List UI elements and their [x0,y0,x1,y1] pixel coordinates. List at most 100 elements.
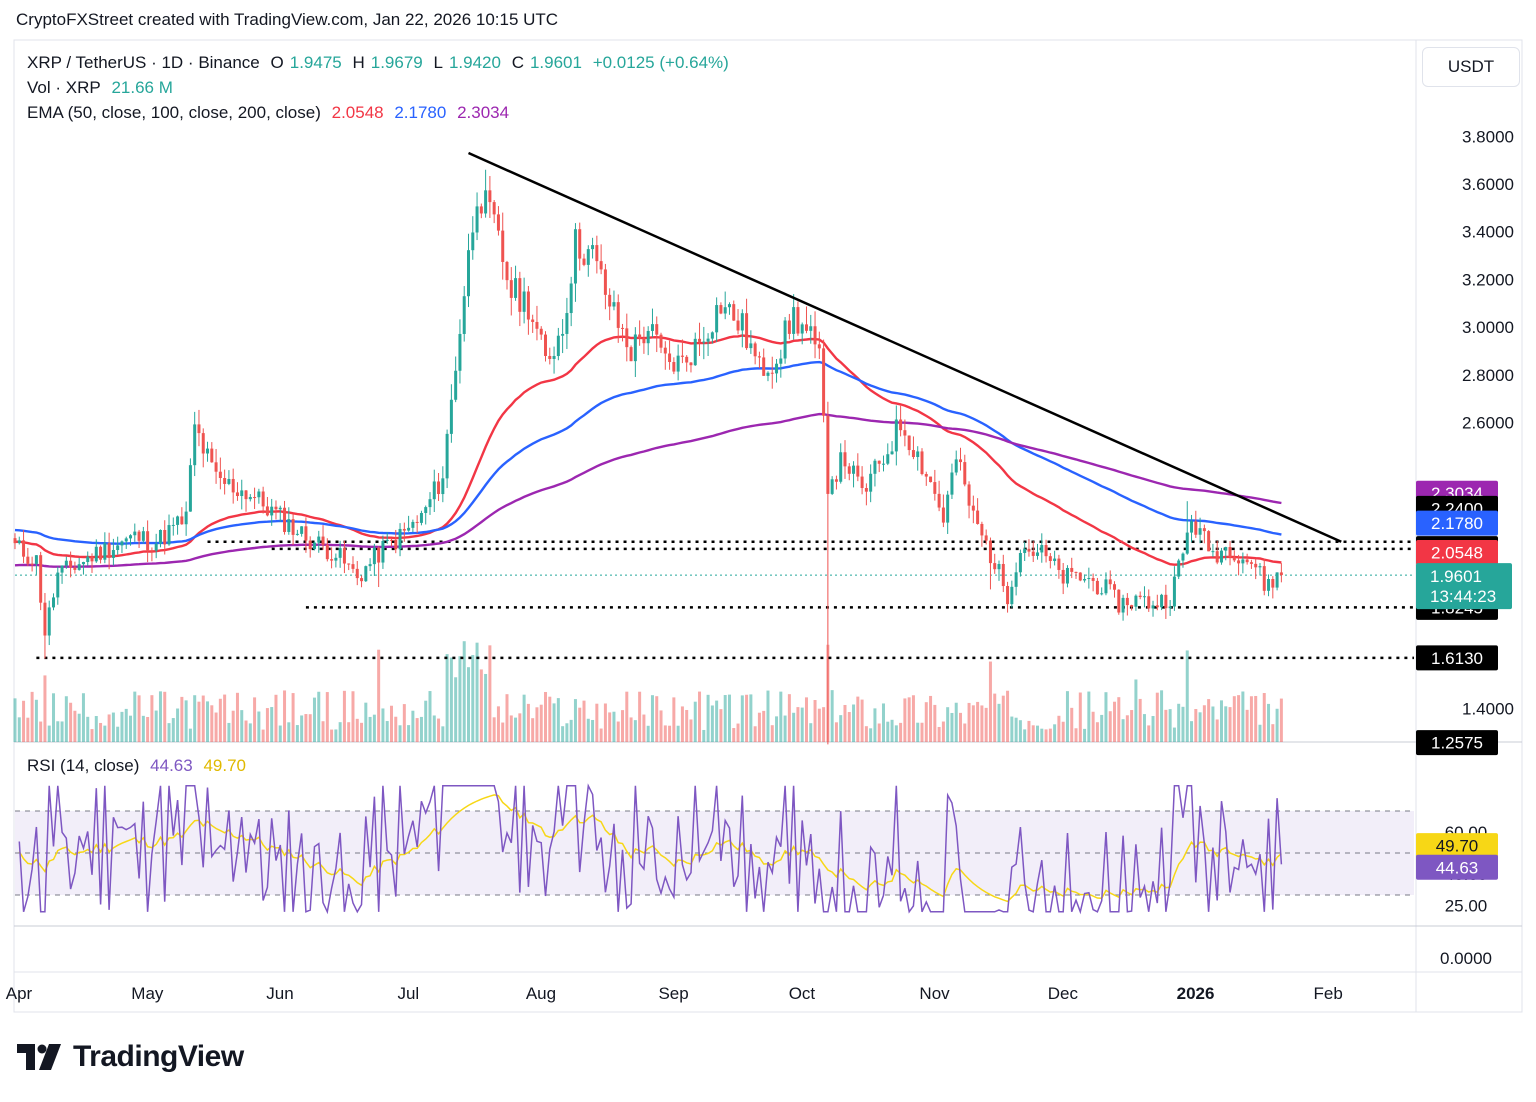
volume-bars [13,641,1283,742]
candle-body [586,249,590,265]
volume-bar [287,722,291,742]
candle-body [911,450,915,458]
candle-body [342,548,346,564]
price-label-box [1416,645,1498,671]
time-tick-label: Jul [397,984,419,1003]
volume-bar [1254,695,1258,742]
candle-body [1010,586,1014,605]
candle-body [424,507,428,513]
candle-body [270,506,274,516]
candle-body [214,462,218,472]
candle-body [775,363,779,374]
volume-bar [689,719,693,742]
ema200-line [14,412,1282,568]
volume-bar [1036,725,1040,742]
candle-body [509,280,513,298]
candle-body [856,465,860,477]
candle-body [937,493,941,508]
volume-bar [907,697,911,742]
volume-bar [586,718,590,742]
time-tick-label: Nov [919,984,950,1003]
candle-body [64,560,68,566]
volume-bar [437,718,441,742]
volume-bar [1095,722,1099,742]
currency-unit-button[interactable]: USDT [1422,47,1520,87]
candle-body [150,550,154,552]
candle-body [633,334,637,362]
candle-body [963,462,967,485]
volume-bar [77,713,81,742]
time-tick-label: Apr [6,984,33,1003]
candle-body [372,547,376,565]
candle-body [813,326,817,345]
candle-body [407,527,411,531]
candle-body [1091,577,1095,581]
volume-bar [94,716,98,742]
candle-body [787,320,791,334]
volume-bar [1031,725,1035,742]
volume-bar [1006,690,1010,742]
volume-bar [1271,724,1275,742]
price-label: 2.0548 [1431,543,1483,562]
candle-body [907,435,911,451]
candle-body [1237,560,1241,564]
volume-bar [338,722,342,742]
candle-body [539,328,543,335]
volume-bar [1065,691,1069,742]
volume-bar [612,711,616,742]
volume-bar [595,703,599,742]
volume-bar [214,712,218,742]
candle-body [1040,545,1044,553]
volume-bar [702,729,706,742]
volume-bar [980,705,984,742]
candle-body [17,540,21,544]
symbol-label[interactable]: XRP / TetherUS · 1D · Binance [27,53,260,72]
volume-bar [1155,692,1159,742]
candle-body [676,355,680,372]
volume-bar [946,707,950,742]
volume-bar [899,722,903,742]
price-tick-label: 3.2000 [1462,270,1514,289]
volume-bar [43,675,47,742]
rsi-label: RSI (14, close) [27,756,140,775]
volume-bar [522,694,526,742]
candle-body [184,511,188,525]
volume-bar [441,726,445,742]
price-tick-label: 1.4000 [1462,700,1514,719]
volume-bar [834,722,838,742]
candle-body [1138,595,1142,598]
candle-body [235,492,239,497]
open-value: O 1.9475 [270,53,342,72]
volume-bar [283,690,287,742]
volume-bar [407,725,411,742]
volume-bar [1190,721,1194,742]
candle-body [522,291,526,312]
volume-bar [873,708,877,742]
volume-bar [646,725,650,742]
candle-body [997,563,1001,570]
candle-body [715,305,719,333]
volume-bar [1211,706,1215,742]
candle-body [411,521,415,528]
candle-body [1262,566,1266,591]
volume-bar [458,656,462,742]
candle-body [360,578,364,582]
volume-bar [1074,728,1078,742]
volume-bar [253,697,257,742]
volume-bar [1185,650,1189,742]
candle-body [621,327,625,329]
volume-bar [770,725,774,742]
candle-body [1113,584,1117,590]
candle-body [672,362,676,372]
volume-bar [1018,720,1022,742]
volume-bar [561,726,565,742]
candle-body [770,372,774,374]
volume-bar [1044,729,1048,742]
volume-bar [950,712,954,742]
volume-bar [822,707,826,742]
volume-bar [672,697,676,742]
time-tick-label: Jun [266,984,293,1003]
candle-body [389,539,393,541]
volume-bar [877,723,881,742]
